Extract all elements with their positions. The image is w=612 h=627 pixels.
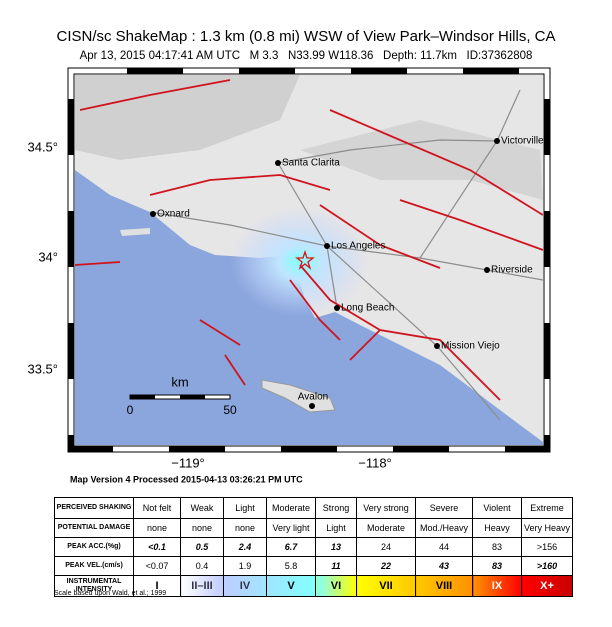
row-header: PEAK ACC.(%g): [54, 537, 134, 557]
table-cell: 24: [356, 537, 416, 557]
footnote: Scale based upon Wald, et al.; 1999: [54, 590, 167, 597]
subtitle: Apr 13, 2015 04:17:41 AM UTC M 3.3 N33.9…: [80, 50, 533, 62]
table-cell: 11: [315, 556, 357, 576]
table-cell: Extreme: [521, 497, 573, 519]
place-dot: [494, 138, 500, 144]
place-dot: [324, 243, 330, 249]
place-dot: [275, 160, 281, 166]
table-cell: VIII: [415, 575, 473, 597]
table-cell: none: [180, 518, 224, 538]
place-label: Long Beach: [341, 303, 394, 314]
place-dot: [334, 305, 340, 311]
map-frame-ticks: [68, 68, 550, 452]
table-cell: IV: [223, 575, 267, 597]
place-dot: [150, 211, 156, 217]
table-cell: 5.8: [266, 556, 316, 576]
intensity-table: PERCEIVED SHAKING Not felt Weak Light Modera…: [54, 497, 573, 597]
table-cell: X+: [521, 575, 573, 597]
table-cell: 0.5: [180, 537, 224, 557]
table-cell: Strong: [315, 497, 357, 519]
lat-label: 33.5°: [27, 361, 58, 376]
scale-label: 0: [127, 403, 134, 417]
lon-label: −119°: [171, 455, 205, 470]
table-cell: IX: [472, 575, 522, 597]
table-cell: none: [133, 518, 181, 538]
table-cell: 83: [472, 556, 522, 576]
table-cell: Light: [223, 497, 267, 519]
place-dot: [484, 267, 490, 273]
table-cell: 44: [415, 537, 473, 557]
place-label: Los Angeles: [331, 241, 386, 252]
place-label: Santa Clarita: [282, 158, 340, 169]
table-cell: VI: [315, 575, 357, 597]
table-cell: 83: [472, 537, 522, 557]
table-cell: Very light: [266, 518, 316, 538]
place-label: Avalon: [298, 392, 328, 403]
table-cell: <0.1: [133, 537, 181, 557]
table-cell: Very Heavy: [521, 518, 573, 538]
table-cell: II–III: [180, 575, 224, 597]
place-label: Mission Viejo: [441, 341, 500, 352]
table-cell: Very strong: [356, 497, 416, 519]
table-cell: Moderate: [356, 518, 416, 538]
title: CISN/sc ShakeMap : 1.3 km (0.8 mi) WSW o…: [56, 28, 555, 45]
table-cell: Heavy: [472, 518, 522, 538]
table-cell: Light: [315, 518, 357, 538]
row-header: POTENTIAL DAMAGE: [54, 518, 134, 538]
table-cell: none: [223, 518, 267, 538]
map-area: [75, 75, 543, 445]
place-label: Riverside: [491, 265, 533, 276]
table-cell: 0.4: [180, 556, 224, 576]
table-cell: Not felt: [133, 497, 181, 519]
place-dot: [434, 343, 440, 349]
table-cell: Mod./Heavy: [415, 518, 473, 538]
row-header: PEAK VEL.(cm/s): [54, 556, 134, 576]
lat-label: 34.5°: [27, 139, 58, 154]
scale-label: 50: [223, 403, 237, 417]
table-cell: <0.07: [133, 556, 181, 576]
table-cell: Weak: [180, 497, 224, 519]
place-label: Victorville: [501, 136, 544, 147]
table-cell: 43: [415, 556, 473, 576]
table-cell: 22: [356, 556, 416, 576]
table-cell: Severe: [415, 497, 473, 519]
shakemap: CISN/sc ShakeMap : 1.3 km (0.8 mi) WSW o…: [27, 28, 555, 484]
table-cell: Violent: [472, 497, 522, 519]
row-header: PERCEIVED SHAKING: [54, 497, 134, 519]
table-cell: VII: [356, 575, 416, 597]
table-cell: >156: [521, 537, 573, 557]
table-cell: 1.9: [223, 556, 267, 576]
place-label: Oxnard: [157, 209, 190, 220]
lat-label: 34°: [38, 249, 58, 264]
version: Map Version 4 Processed 2015-04-13 03:26…: [70, 474, 303, 484]
table-cell: >160: [521, 556, 573, 576]
lon-label: −118°: [358, 455, 392, 470]
table-cell: V: [266, 575, 316, 597]
table-cell: 6.7: [266, 537, 316, 557]
place-dot: [309, 403, 315, 409]
table-cell: Moderate: [266, 497, 316, 519]
scale-unit: km: [171, 374, 188, 389]
table-cell: 2.4: [223, 537, 267, 557]
table-cell: 13: [315, 537, 357, 557]
